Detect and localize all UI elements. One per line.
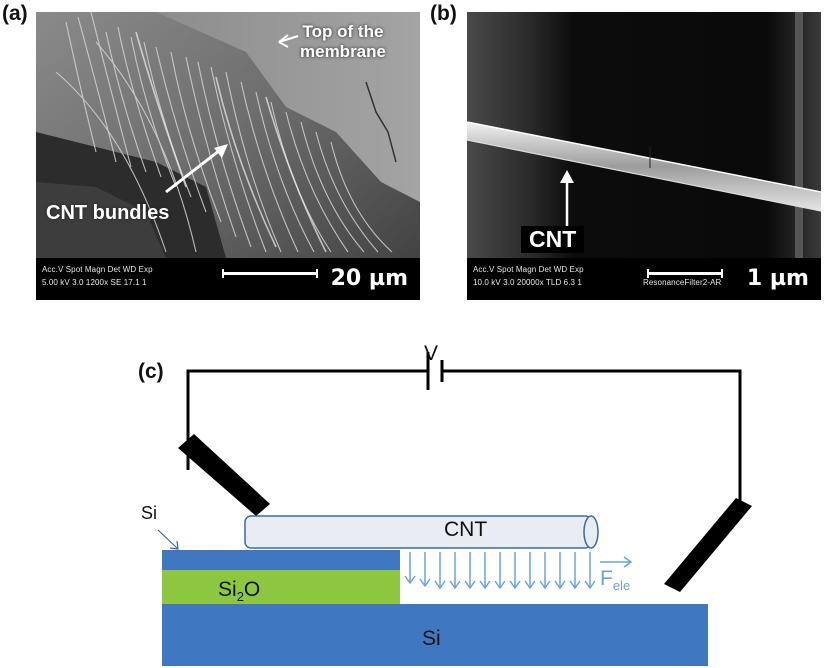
sem-info-bar-b: Acc.V Spot Magn Det WD Exp 10.0 kV 3.0 2… bbox=[467, 258, 821, 300]
meta-values-b: 10.0 kV 3.0 20000x TLD 6.3 1 bbox=[473, 278, 582, 287]
device-schematic bbox=[157, 352, 752, 666]
si2o-label-tail: O bbox=[243, 578, 261, 601]
annotation-top-line2: membrane bbox=[300, 42, 386, 61]
substrate-label: Si bbox=[422, 627, 441, 650]
scale-label-a: 20 µm bbox=[330, 266, 408, 291]
scale-bar-a bbox=[222, 269, 318, 278]
meta-header-a: Acc.V Spot Magn Det WD Exp bbox=[42, 265, 153, 274]
sem-texture-a bbox=[36, 12, 420, 300]
si2o-label: Si2O bbox=[218, 578, 260, 604]
si2o-layer bbox=[162, 570, 413, 604]
si2o-label-main: Si bbox=[218, 578, 237, 601]
panel-a-label: (a) bbox=[2, 2, 28, 25]
sem-texture-b bbox=[467, 12, 821, 300]
annotation-cnt-b: CNT bbox=[521, 226, 585, 253]
annotation-top-of-membrane: Top of the membrane bbox=[300, 22, 386, 62]
cnt-label: CNT bbox=[444, 518, 488, 541]
annotation-cnt-bundles: CNT bundles bbox=[46, 202, 170, 224]
force-label-sub: ele bbox=[612, 578, 631, 594]
sem-info-bar-a: Acc.V Spot Magn Det WD Exp 5.00 kV 3.0 1… bbox=[36, 258, 420, 300]
si-pointer-arrow bbox=[157, 529, 179, 550]
scale-bar-b bbox=[647, 269, 723, 278]
force-label: Fele bbox=[600, 567, 630, 593]
si2o-label-sub: 2 bbox=[236, 589, 244, 605]
force-arrows bbox=[404, 552, 633, 590]
probe-left bbox=[178, 434, 270, 516]
panel-c-label: (c) bbox=[138, 360, 164, 383]
meta-header-b: Acc.V Spot Magn Det WD Exp bbox=[473, 265, 584, 274]
sem-image-cnt-bundles: Top of the membrane CNT bundles Acc.V Sp… bbox=[36, 12, 420, 300]
cnt-tube bbox=[244, 515, 599, 549]
si-top-label: Si bbox=[141, 503, 158, 523]
annotation-top-line1: Top of the bbox=[302, 22, 384, 41]
force-label-main: F bbox=[600, 567, 613, 590]
circuit-wires bbox=[186, 352, 742, 505]
panel-b-label: (b) bbox=[430, 2, 457, 25]
scale-label-b: 1 µm bbox=[746, 266, 809, 291]
sem-image-single-cnt: CNT Acc.V Spot Magn Det WD Exp 10.0 kV 3… bbox=[467, 12, 821, 300]
si-top-layer bbox=[162, 550, 400, 570]
meta-values-a: 5.00 kV 3.0 1200x SE 17.1 1 bbox=[42, 278, 147, 287]
meta-extra-b: ResonanceFilter2-AR bbox=[643, 278, 722, 287]
si-substrate bbox=[162, 604, 708, 666]
voltage-label: V bbox=[424, 342, 439, 365]
probe-right bbox=[664, 498, 752, 592]
